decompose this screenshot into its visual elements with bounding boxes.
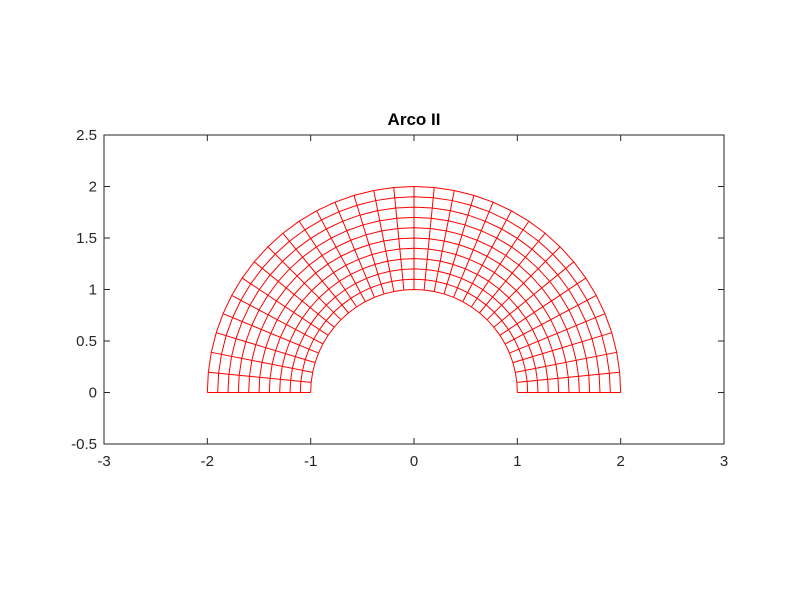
y-tick-label: 0.5 <box>76 333 97 350</box>
mesh-radial-line <box>334 201 375 298</box>
y-axis: -0.5 0 0.5 1 1.5 2 2.5 <box>71 127 724 453</box>
mesh-radial-line <box>493 261 575 328</box>
mesh-radial-line <box>516 371 620 383</box>
y-tick-label: 2 <box>89 179 97 196</box>
x-tick-label: 2 <box>616 453 624 470</box>
x-tick-label: 0 <box>410 453 418 470</box>
mesh-radial-line <box>462 210 512 302</box>
mesh-radial-line <box>216 332 316 364</box>
mesh-radial-line <box>423 187 435 291</box>
mesh-radial-line <box>353 195 385 295</box>
x-tick-label: 3 <box>720 453 728 470</box>
mesh-radial-line <box>316 210 366 302</box>
y-tick-label: 0 <box>89 385 97 402</box>
mesh-radial-line <box>211 351 313 373</box>
mesh-radial-line <box>453 201 494 298</box>
mesh-radial-line <box>373 190 395 292</box>
chart-title: Arco II <box>388 110 441 129</box>
y-tick-label: -0.5 <box>71 436 97 453</box>
x-tick-label: -2 <box>201 453 214 470</box>
mesh-radial-line <box>298 220 358 308</box>
mesh <box>206 185 622 393</box>
mesh-radial-line <box>470 220 530 308</box>
mesh-radial-line <box>267 246 342 321</box>
mesh-radial-line <box>499 277 587 336</box>
mesh-radial-line <box>241 277 329 336</box>
mesh-radial-line <box>512 332 612 364</box>
mesh-radial-line <box>486 246 561 321</box>
mesh-radial-line <box>231 294 324 345</box>
x-tick-label: -3 <box>97 453 110 470</box>
mesh-radial-line <box>208 371 312 383</box>
mesh-radial-line <box>282 232 349 314</box>
mesh-radial-line <box>443 195 475 295</box>
y-tick-label: 2.5 <box>76 127 97 144</box>
x-axis: -3 -2 -1 0 1 2 3 <box>97 135 728 470</box>
x-tick-label: -1 <box>304 453 317 470</box>
y-tick-label: 1.5 <box>76 230 97 247</box>
mesh-radial-line <box>479 232 546 314</box>
mesh-radial-line <box>515 351 617 373</box>
x-tick-label: 1 <box>513 453 521 470</box>
mesh-radial-line <box>222 313 319 354</box>
mesh-radial-line <box>509 313 606 354</box>
mesh-radial-line <box>393 187 405 291</box>
y-tick-label: 1 <box>89 282 97 299</box>
mesh-radial-line <box>433 190 455 292</box>
mesh-radial-line <box>504 294 597 345</box>
mesh-radial-line <box>253 261 335 328</box>
